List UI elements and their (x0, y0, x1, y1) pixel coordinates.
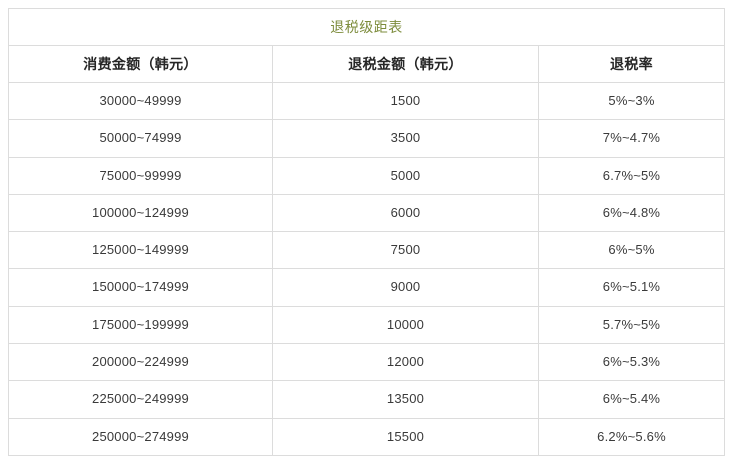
cell-consumption-amount: 125000~149999 (8, 231, 273, 270)
cell-refund-rate: 6%~5.3% (538, 343, 725, 382)
cell-consumption-amount: 30000~49999 (8, 81, 273, 121)
cell-refund-rate: 5.7%~5% (538, 305, 725, 345)
cell-refund-amount: 10000 (272, 305, 539, 345)
cell-refund-rate: 6%~4.8% (538, 193, 725, 233)
table-row: 125000~149999 7500 6%~5% (8, 231, 725, 270)
table-row: 100000~124999 6000 6%~4.8% (8, 193, 725, 233)
cell-refund-amount: 3500 (272, 119, 539, 158)
table-row: 175000~199999 10000 5.7%~5% (8, 305, 725, 345)
cell-consumption-amount: 225000~249999 (8, 380, 273, 419)
table-row: 250000~274999 15500 6.2%~5.6% (8, 417, 725, 456)
table-row: 30000~49999 1500 5%~3% (8, 81, 725, 121)
cell-refund-amount: 1500 (272, 81, 539, 121)
table-body: 退税级距表 消费金额（韩元） 退税金额（韩元） 退税率 30000~49999 … (8, 8, 725, 456)
cell-refund-amount: 6000 (272, 193, 539, 233)
table-title-row: 退税级距表 (8, 8, 725, 46)
cell-consumption-amount: 150000~174999 (8, 268, 273, 307)
cell-refund-amount: 12000 (272, 343, 539, 382)
cell-refund-amount: 13500 (272, 380, 539, 419)
cell-refund-amount: 9000 (272, 268, 539, 307)
cell-refund-rate: 6%~5% (538, 231, 725, 270)
table-row: 75000~99999 5000 6.7%~5% (8, 156, 725, 195)
cell-consumption-amount: 200000~224999 (8, 343, 273, 382)
column-header-refund-rate: 退税率 (538, 45, 725, 83)
table-row: 50000~74999 3500 7%~4.7% (8, 119, 725, 158)
cell-consumption-amount: 175000~199999 (8, 305, 273, 345)
cell-refund-amount: 5000 (272, 156, 539, 195)
table-title: 退税级距表 (8, 8, 725, 46)
cell-consumption-amount: 100000~124999 (8, 193, 273, 233)
cell-consumption-amount: 75000~99999 (8, 156, 273, 195)
table-row: 200000~224999 12000 6%~5.3% (8, 343, 725, 382)
cell-consumption-amount: 50000~74999 (8, 119, 273, 158)
cell-refund-rate: 5%~3% (538, 81, 725, 121)
cell-consumption-amount: 250000~274999 (8, 417, 273, 456)
cell-refund-rate: 7%~4.7% (538, 119, 725, 158)
table-row: 150000~174999 9000 6%~5.1% (8, 268, 725, 307)
cell-refund-rate: 6.2%~5.6% (538, 417, 725, 456)
table-row: 225000~249999 13500 6%~5.4% (8, 380, 725, 419)
cell-refund-amount: 15500 (272, 417, 539, 456)
cell-refund-amount: 7500 (272, 231, 539, 270)
cell-refund-rate: 6%~5.1% (538, 268, 725, 307)
tax-refund-bracket-table: 退税级距表 消费金额（韩元） 退税金额（韩元） 退税率 30000~49999 … (8, 8, 725, 456)
cell-refund-rate: 6%~5.4% (538, 380, 725, 419)
column-header-consumption-amount: 消费金额（韩元） (8, 45, 273, 83)
table-header-row: 消费金额（韩元） 退税金额（韩元） 退税率 (8, 45, 725, 83)
column-header-refund-amount: 退税金额（韩元） (272, 45, 539, 83)
cell-refund-rate: 6.7%~5% (538, 156, 725, 195)
